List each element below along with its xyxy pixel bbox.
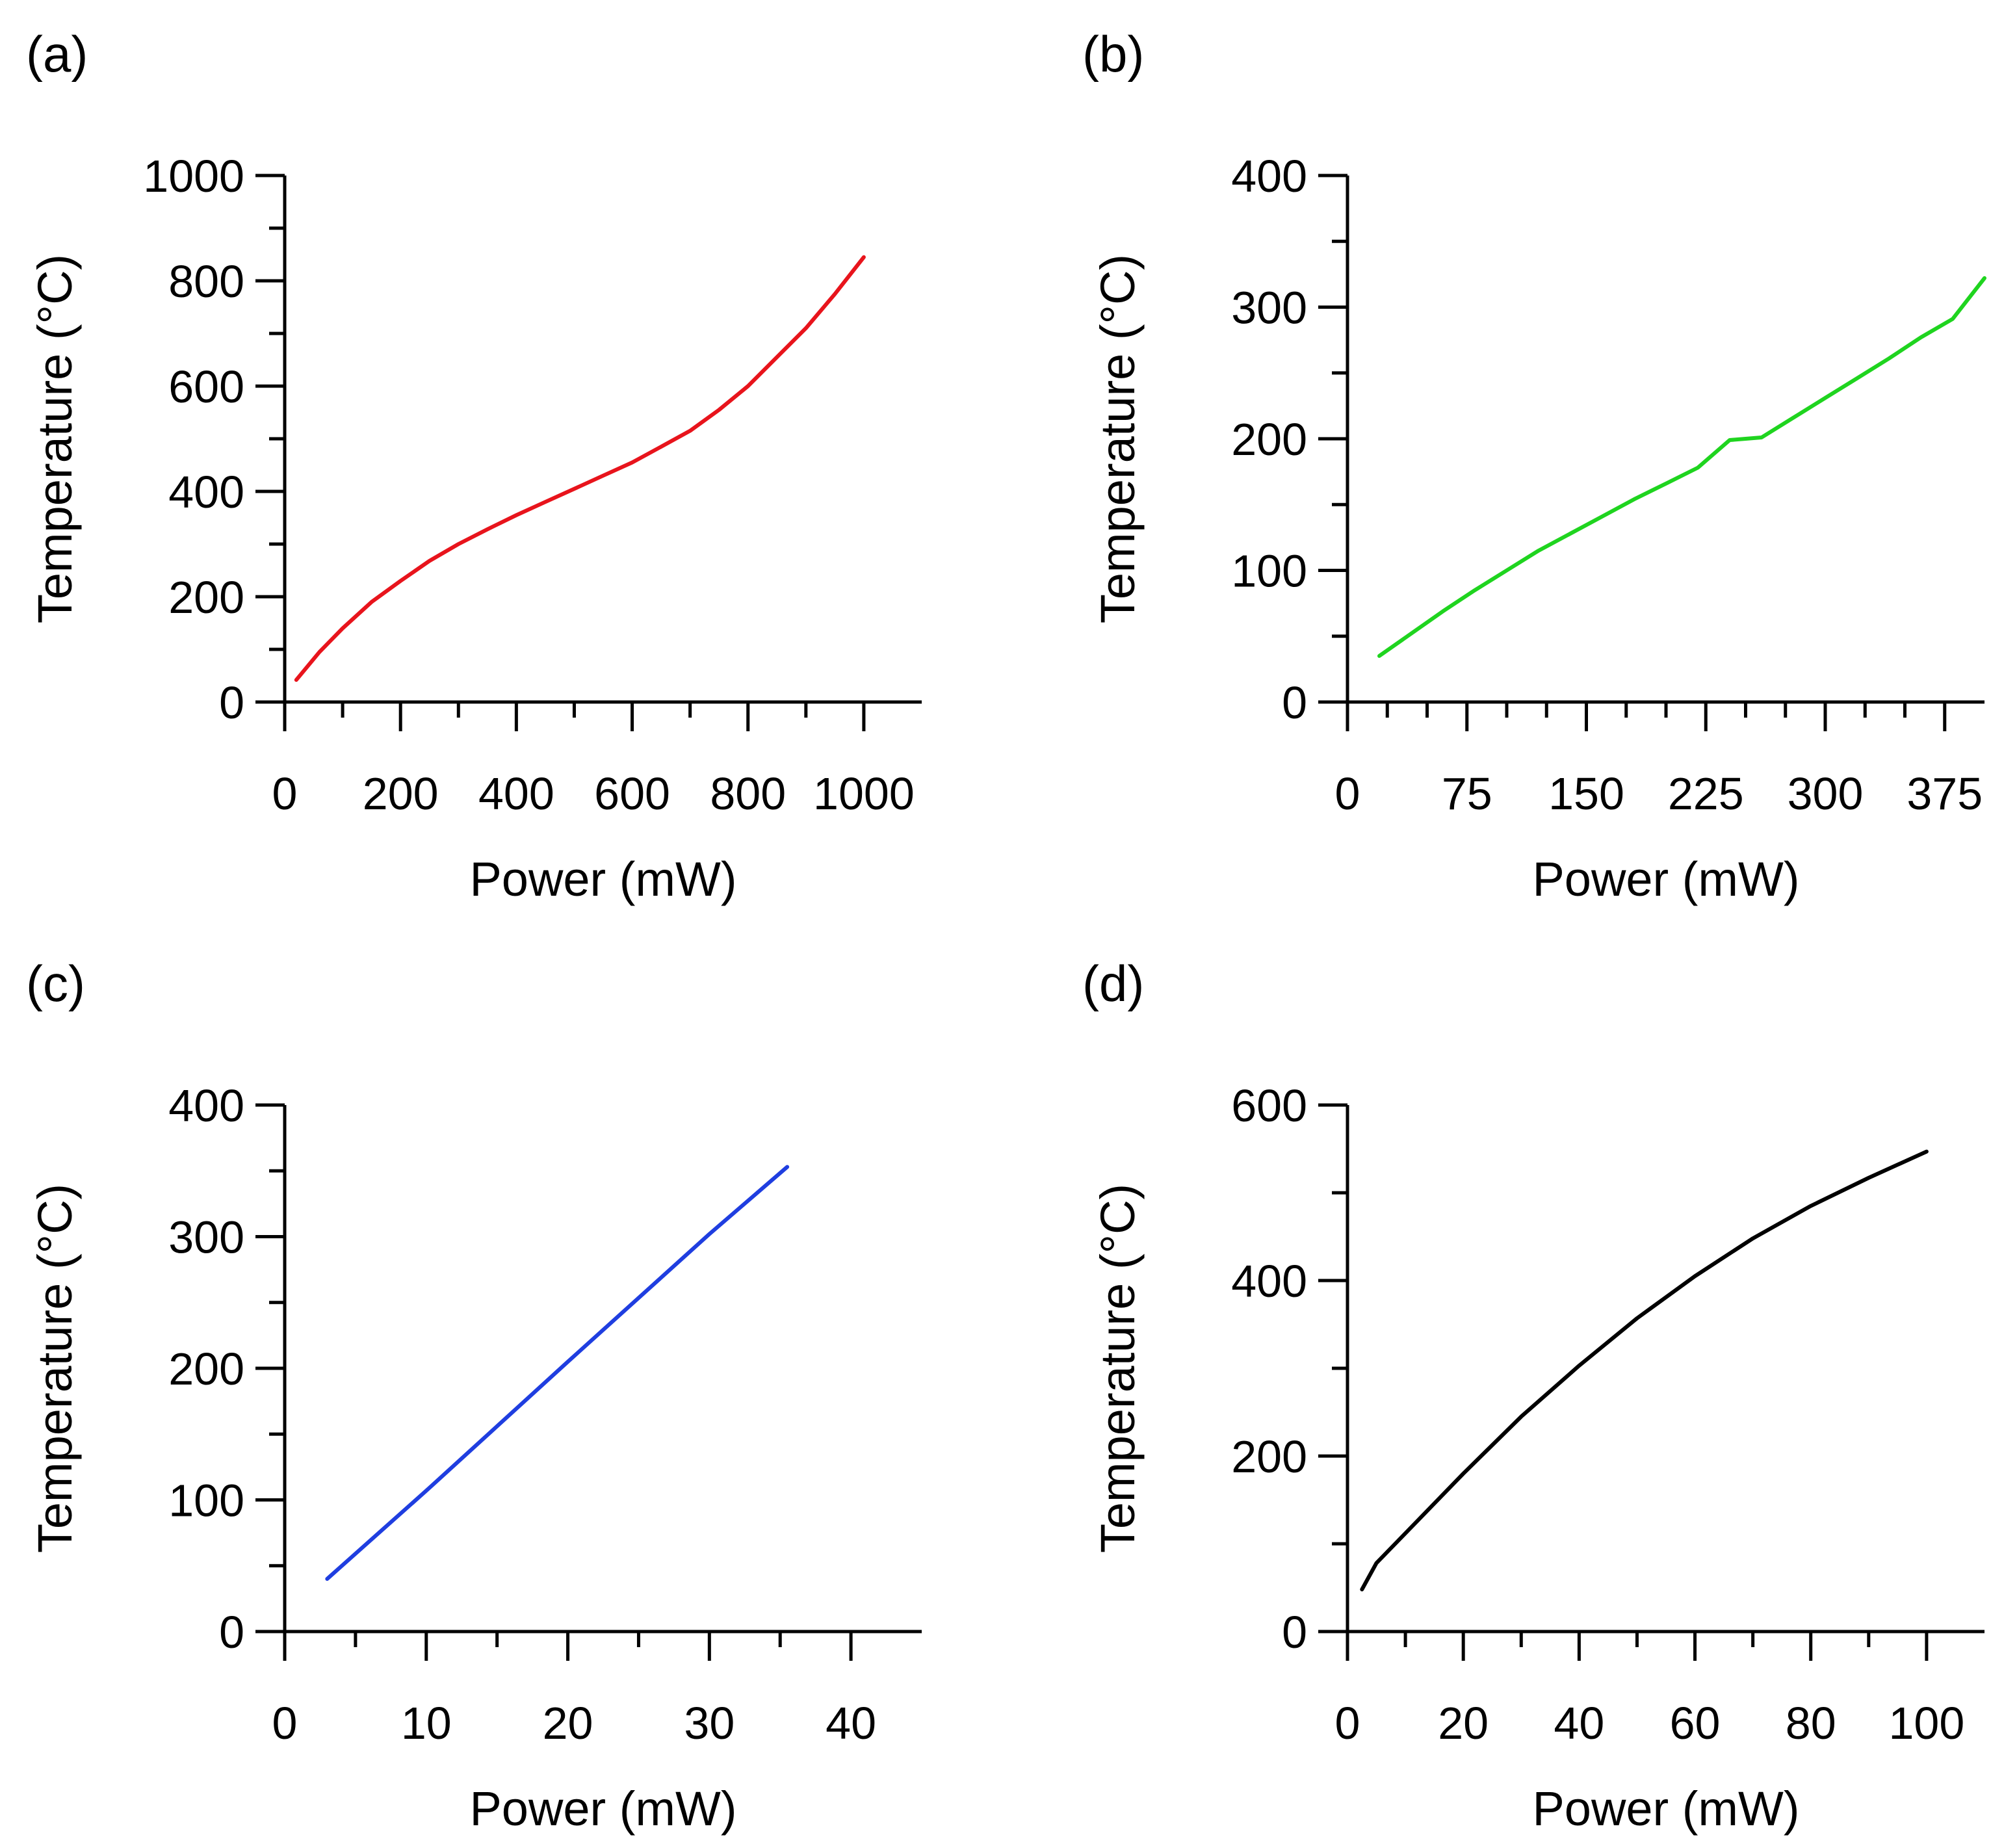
y-tick-label: 200 <box>168 572 244 623</box>
x-axis-title: Power (mW) <box>469 852 736 906</box>
y-tick-label: 400 <box>1231 1256 1307 1307</box>
y-tick-label: 600 <box>1231 1080 1307 1131</box>
x-tick-label: 400 <box>478 768 554 819</box>
y-tick-label: 200 <box>168 1344 244 1394</box>
y-tick-label: 0 <box>219 677 244 728</box>
panel-label: (a) <box>26 25 88 83</box>
panel-d: (d) 0 20 40 60 80 100 0 200 400 600 Power (mW) Tempe… <box>1082 955 1984 1836</box>
panel-label: (d) <box>1082 955 1144 1012</box>
y-tick-label: 300 <box>1231 283 1307 333</box>
x-tick-label: 300 <box>1788 768 1864 819</box>
series-line <box>1377 276 1986 658</box>
panel-label: (c) <box>26 955 85 1012</box>
y-tick-label: 0 <box>219 1607 244 1658</box>
y-tick-label: 600 <box>168 361 244 412</box>
x-tick-label: 0 <box>272 768 298 819</box>
y-tick-label: 200 <box>1231 1431 1307 1482</box>
x-tick-label: 40 <box>826 1698 876 1749</box>
y-tick-label: 1000 <box>143 151 244 202</box>
x-tick-label: 80 <box>1786 1698 1836 1749</box>
x-tick-label: 1000 <box>813 768 915 819</box>
x-tick-label: 0 <box>1335 768 1360 819</box>
y-tick-label: 200 <box>1231 414 1307 465</box>
series-line <box>1360 1149 1929 1592</box>
x-axis-title: Power (mW) <box>1532 1782 1799 1836</box>
y-tick-label: 300 <box>168 1212 244 1263</box>
x-tick-label: 40 <box>1554 1698 1604 1749</box>
panel-label: (b) <box>1082 25 1144 83</box>
y-tick-label: 400 <box>1231 151 1307 202</box>
x-tick-label: 200 <box>363 768 439 819</box>
x-tick-label: 60 <box>1670 1698 1721 1749</box>
x-tick-label: 800 <box>710 768 786 819</box>
y-tick-label: 0 <box>1282 1607 1307 1658</box>
x-tick-label: 150 <box>1548 768 1624 819</box>
y-tick-label: 100 <box>168 1476 244 1526</box>
series-line <box>325 1165 790 1581</box>
x-tick-label: 75 <box>1442 768 1492 819</box>
x-tick-label: 225 <box>1668 768 1744 819</box>
y-tick-label: 0 <box>1282 677 1307 728</box>
y-axis-title: Temperature (°C) <box>1091 1184 1145 1553</box>
x-axis-title: Power (mW) <box>469 1782 736 1836</box>
x-tick-label: 100 <box>1889 1698 1965 1749</box>
x-tick-label: 600 <box>594 768 670 819</box>
y-tick-label: 800 <box>168 256 244 307</box>
y-axis-title: Temperature (°C) <box>28 254 82 623</box>
x-tick-label: 30 <box>684 1698 735 1749</box>
x-tick-label: 20 <box>1438 1698 1489 1749</box>
series-line <box>294 255 866 682</box>
y-axis-title: Temperature (°C) <box>28 1184 82 1553</box>
panel-a: (a) 0 200 400 600 800 1000 0 200 400 600 800 1000 Pow… <box>26 25 922 906</box>
x-tick-label: 20 <box>543 1698 593 1749</box>
y-tick-label: 400 <box>168 467 244 517</box>
x-tick-label: 0 <box>272 1698 298 1749</box>
y-tick-label: 400 <box>168 1080 244 1131</box>
y-axis-title: Temperature (°C) <box>1091 254 1145 623</box>
x-tick-label: 375 <box>1906 768 1983 819</box>
y-tick-label: 100 <box>1231 546 1307 597</box>
x-tick-label: 10 <box>401 1698 452 1749</box>
x-tick-label: 0 <box>1335 1698 1360 1749</box>
panel-b: (b) 0 75 150 225 300 375 0 100 200 300 400 Power (mW… <box>1082 25 1986 906</box>
x-axis-title: Power (mW) <box>1532 852 1799 906</box>
